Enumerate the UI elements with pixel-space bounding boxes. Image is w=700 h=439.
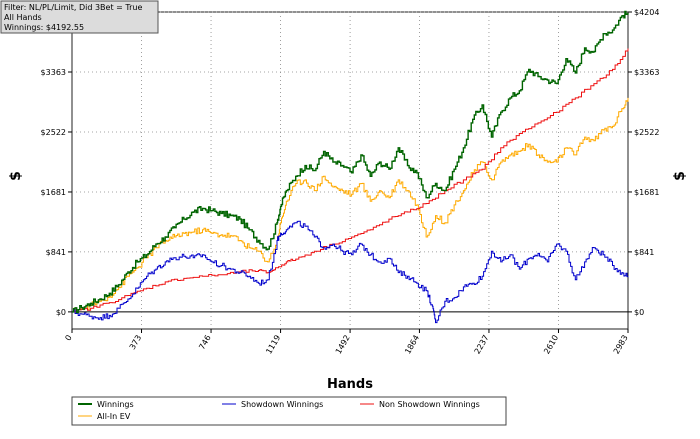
x-tick-label: 746 bbox=[197, 334, 212, 352]
filter-text: Filter: NL/PL/Limit, Did 3Bet = True bbox=[4, 3, 142, 12]
x-tick-label: 1864 bbox=[403, 334, 421, 356]
winnings-total-text: Winnings: $4192.55 bbox=[4, 23, 84, 32]
y-tick-label-right: $4204 bbox=[634, 8, 659, 17]
y-axis-title-left: $ bbox=[8, 171, 24, 181]
legend-item-showdown: Showdown Winnings bbox=[222, 400, 323, 409]
series-line-non-showdown bbox=[72, 48, 629, 313]
y-tick-label-left: $841 bbox=[46, 248, 66, 257]
x-tick-label: 0 bbox=[63, 334, 73, 343]
hands-text: All Hands bbox=[4, 13, 42, 22]
x-tick-label: 2610 bbox=[542, 334, 560, 356]
legend-label-showdown: Showdown Winnings bbox=[241, 400, 323, 409]
y-tick-label-left: $3363 bbox=[41, 68, 66, 77]
x-tick-label: 373 bbox=[128, 334, 143, 352]
legend-item-non-showdown: Non Showdown Winnings bbox=[360, 400, 480, 409]
legend-label-non-showdown: Non Showdown Winnings bbox=[379, 400, 480, 409]
legend-item-allin-ev: All-In EV bbox=[78, 412, 131, 421]
y-axis-title-right: $ bbox=[672, 171, 688, 181]
legend-label-winnings: Winnings bbox=[97, 400, 134, 409]
y-tick-label-right: $841 bbox=[634, 248, 654, 257]
legend: Winnings Showdown Winnings Non Showdown … bbox=[71, 396, 507, 426]
y-tick-label-left: $2522 bbox=[41, 128, 66, 137]
legend-item-winnings: Winnings bbox=[78, 400, 134, 409]
y-tick-label-right: $2522 bbox=[634, 128, 659, 137]
legend-label-allin-ev: All-In EV bbox=[97, 412, 131, 421]
filter-info-box: Filter: NL/PL/Limit, Did 3Bet = True All… bbox=[0, 0, 159, 34]
x-tick-label: 2983 bbox=[612, 334, 630, 356]
x-tick-label: 1492 bbox=[334, 334, 352, 356]
series-lines bbox=[72, 10, 629, 324]
x-axis-title: Hands bbox=[327, 377, 373, 392]
x-tick-label: 1119 bbox=[264, 334, 282, 356]
y-tick-label-right: $3363 bbox=[634, 68, 659, 77]
grid bbox=[72, 11, 628, 329]
x-tick-label: 2237 bbox=[473, 334, 491, 356]
y-tick-label-right: $1681 bbox=[634, 188, 659, 197]
y-tick-label-left: $0 bbox=[56, 308, 66, 317]
series-line-allin-ev bbox=[72, 97, 629, 314]
y-tick-label-right: $0 bbox=[634, 308, 644, 317]
series-line-showdown bbox=[72, 220, 629, 324]
y-tick-label-left: $1681 bbox=[41, 188, 66, 197]
series-line-winnings bbox=[72, 10, 629, 314]
